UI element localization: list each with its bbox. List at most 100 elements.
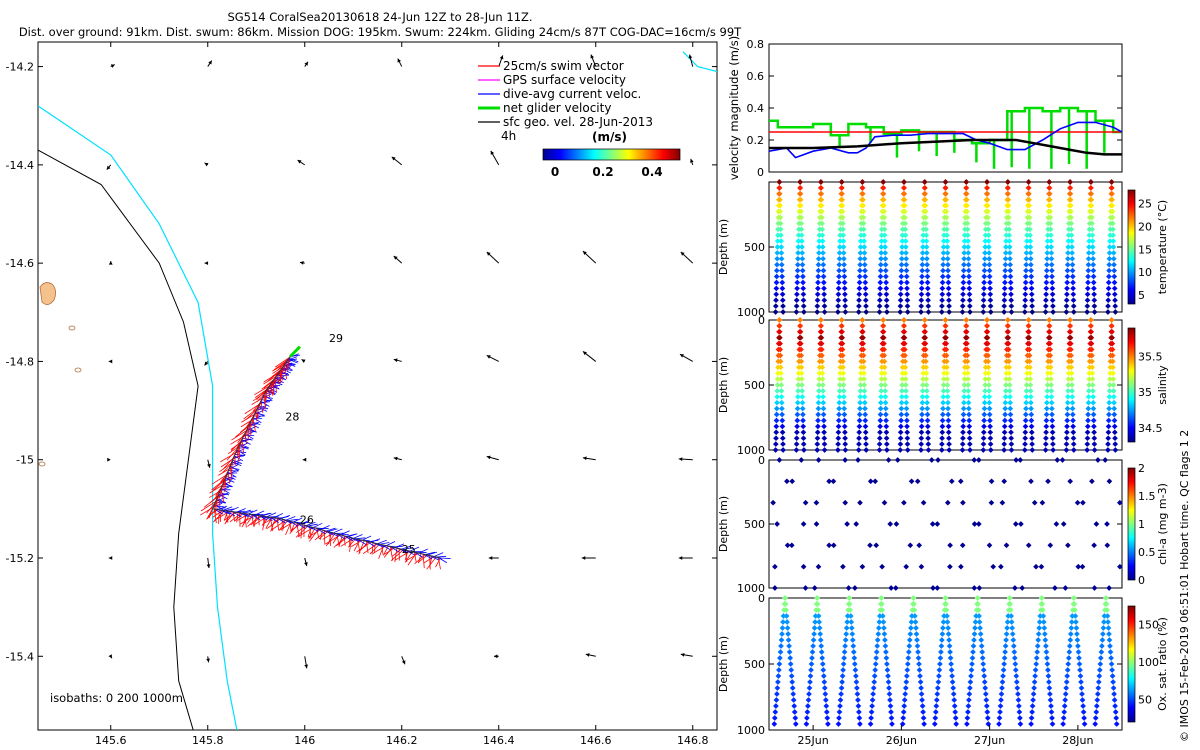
swim-vector [316,528,320,539]
section-point [981,261,988,268]
section-point [884,447,890,453]
section-point [835,279,842,286]
colorbar-tick-label: 35 [1138,386,1152,399]
section-point [793,303,800,309]
section-point [1064,267,1071,274]
section-point [980,297,987,304]
section-point [882,267,889,274]
section-point [903,399,910,406]
colorbar-tick-label: 5 [1138,289,1145,302]
section-point [863,447,870,453]
section-point [878,370,885,377]
section-point [842,291,848,298]
section-point [841,417,848,424]
section-point [1065,244,1072,250]
section-point [903,261,910,268]
legend-time-label: 4h [501,129,516,143]
section-point [881,352,888,359]
section-point [795,370,802,377]
section-point [883,297,890,304]
section-point [840,358,846,365]
swim-vector [417,554,428,563]
section-point [797,328,804,335]
colorbar-tick-label: 20 [1138,220,1152,233]
section-point [1001,303,1008,309]
section-point [1048,261,1055,268]
section-colorbar [1127,327,1136,443]
swim-vector [236,512,239,523]
section-point [921,179,928,185]
geo-velocity-arrowhead [207,463,211,468]
swim-vector [234,455,237,466]
section-point [775,232,781,239]
section-point [841,285,848,292]
section-point [1004,179,1011,185]
section-point [1028,285,1035,292]
section-point [815,399,822,406]
section-point [923,238,930,244]
section-point [987,309,994,315]
section-point [815,405,822,412]
dac-vector [288,357,299,363]
swim-vector [270,381,274,394]
swim-vector [219,462,232,473]
section-point [1068,220,1075,227]
map-colorbar-tick: 0 [551,165,559,179]
section-point [821,435,828,442]
section-point [857,255,864,262]
section-point [882,255,889,262]
section-point [819,214,825,221]
dac-vector [293,517,303,523]
section-point [776,179,783,185]
section-point [883,435,890,442]
section-point [985,208,991,215]
section-point [800,423,807,430]
section-point [986,244,992,250]
section-point [776,328,783,335]
section-point [800,441,807,447]
section-point [902,370,909,377]
section-point [920,232,927,239]
section-point [876,441,883,447]
geo-velocity-arrowhead [204,261,209,266]
geo-velocity-arrowhead [297,160,302,164]
section-point [819,376,826,382]
section-point [901,323,907,329]
island-shape [39,282,56,305]
section-point [939,279,946,286]
section-point [779,405,785,412]
section-point [779,279,786,286]
section-point [1022,291,1029,298]
section-point [1048,232,1054,239]
section-point [774,388,781,394]
section-point [924,405,931,412]
section-point [1088,190,1095,197]
section-point [1021,309,1028,315]
section-point [1028,261,1034,268]
section-point [876,297,883,304]
section-point [918,297,925,304]
section-point [984,190,991,197]
section-point [941,370,947,377]
section-point [777,358,784,365]
section-point [883,441,890,447]
section-point [820,399,827,406]
section-point [943,196,949,203]
section-point [774,244,781,250]
reef-shape [38,461,46,467]
section-point [1111,291,1118,298]
section-point [1049,285,1056,292]
section-point [1046,196,1053,203]
section-point [799,261,806,268]
dac-vector [274,377,285,384]
swim-vector [426,556,437,570]
section-point [1003,232,1010,239]
section-point [820,411,827,418]
section-point [777,220,784,227]
map-colorbar-tick: 0.2 [592,165,613,179]
section-point [982,232,989,239]
section-point [1006,232,1013,239]
section-point [794,261,801,268]
dac-vector [284,363,295,366]
